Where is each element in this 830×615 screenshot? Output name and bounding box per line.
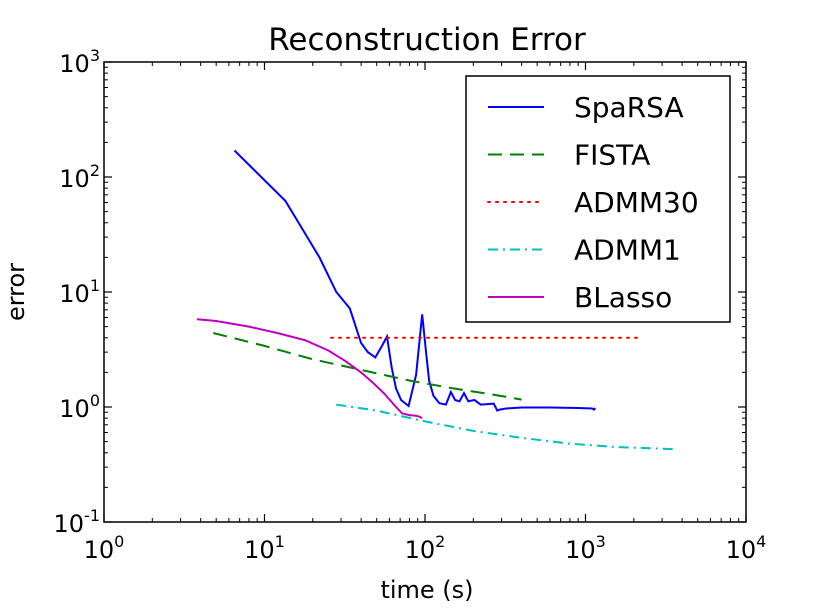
legend-label-admm1: ADMM1 xyxy=(574,234,681,267)
y-tick-label: 100 xyxy=(59,391,100,423)
legend: SpaRSA FISTA ADMM30 ADMM1 BLasso xyxy=(465,75,731,323)
legend-label-fista: FISTA xyxy=(574,139,650,172)
y-tick-label: 103 xyxy=(59,46,100,78)
x-tick-label: 100 xyxy=(84,532,125,564)
legend-label-sparsa: SpaRSA xyxy=(574,91,684,124)
chart-title: Reconstruction Error xyxy=(268,22,586,58)
x-axis-label: time (s) xyxy=(380,576,473,604)
legend-box xyxy=(465,75,731,323)
series-line-sparsa xyxy=(233,149,596,412)
x-tick-label: 102 xyxy=(405,532,446,564)
y-tick-label: 102 xyxy=(59,161,100,193)
legend-label-admm30: ADMM30 xyxy=(574,186,699,219)
series-line-admm1 xyxy=(336,403,675,451)
y-tick-label: 101 xyxy=(59,276,100,308)
y-axis-label: error xyxy=(2,263,30,321)
series-line-blasso xyxy=(197,318,423,419)
series-line-fista xyxy=(213,332,522,401)
series-layer xyxy=(197,149,675,451)
x-tick-label: 103 xyxy=(565,532,606,564)
x-tick-label: 101 xyxy=(244,532,285,564)
y-tick-label: 10-1 xyxy=(54,506,101,538)
x-tick-label: 104 xyxy=(726,532,767,564)
legend-label-blasso: BLasso xyxy=(574,281,672,314)
